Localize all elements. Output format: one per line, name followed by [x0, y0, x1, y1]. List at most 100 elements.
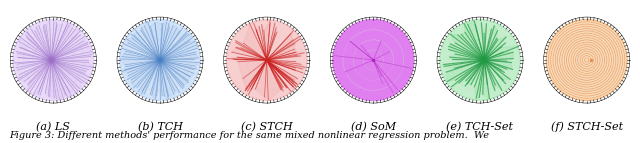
Polygon shape	[245, 60, 267, 91]
Polygon shape	[465, 60, 484, 86]
Polygon shape	[51, 60, 90, 80]
Text: (a) LS: (a) LS	[36, 122, 70, 132]
Circle shape	[546, 20, 627, 101]
Polygon shape	[373, 41, 390, 60]
Polygon shape	[450, 34, 484, 60]
Polygon shape	[150, 60, 160, 100]
Polygon shape	[345, 60, 383, 84]
Text: Figure 3: Different methods' performance for the same mixed nonlinear regression: Figure 3: Different methods' performance…	[10, 131, 490, 140]
Polygon shape	[484, 26, 497, 60]
Circle shape	[440, 20, 520, 101]
Polygon shape	[484, 60, 510, 84]
Polygon shape	[51, 46, 92, 60]
Circle shape	[333, 20, 414, 101]
Polygon shape	[236, 24, 267, 60]
Polygon shape	[449, 44, 484, 60]
Polygon shape	[267, 23, 277, 60]
Polygon shape	[484, 60, 513, 69]
Polygon shape	[18, 60, 51, 82]
Polygon shape	[262, 21, 270, 60]
Circle shape	[333, 20, 414, 101]
Polygon shape	[484, 37, 506, 60]
Polygon shape	[484, 60, 502, 90]
Polygon shape	[484, 60, 507, 73]
Polygon shape	[248, 60, 267, 95]
Polygon shape	[484, 52, 513, 60]
Polygon shape	[131, 30, 160, 60]
Polygon shape	[267, 39, 300, 60]
Polygon shape	[19, 37, 51, 60]
Polygon shape	[51, 60, 93, 69]
Polygon shape	[446, 60, 484, 82]
Polygon shape	[227, 57, 267, 60]
Polygon shape	[160, 22, 170, 60]
Polygon shape	[160, 52, 198, 60]
Text: (f) STCH-Set: (f) STCH-Set	[550, 122, 623, 132]
Polygon shape	[122, 60, 160, 80]
Polygon shape	[267, 60, 305, 69]
Polygon shape	[267, 52, 304, 60]
Text: (c) STCH: (c) STCH	[241, 122, 292, 132]
Polygon shape	[235, 60, 267, 89]
Polygon shape	[120, 59, 160, 70]
Polygon shape	[160, 26, 182, 60]
Polygon shape	[232, 47, 267, 60]
Polygon shape	[267, 60, 298, 85]
Circle shape	[546, 20, 627, 101]
Polygon shape	[51, 22, 63, 60]
Circle shape	[13, 20, 94, 101]
Polygon shape	[51, 60, 86, 91]
Polygon shape	[14, 60, 51, 70]
Polygon shape	[160, 60, 200, 70]
Polygon shape	[26, 32, 51, 60]
Polygon shape	[444, 60, 484, 68]
Polygon shape	[141, 22, 160, 60]
Polygon shape	[122, 48, 160, 60]
Polygon shape	[267, 31, 299, 60]
Polygon shape	[51, 23, 73, 60]
Polygon shape	[160, 31, 192, 60]
Polygon shape	[51, 60, 76, 97]
Polygon shape	[484, 43, 518, 60]
Text: (e) TCH-Set: (e) TCH-Set	[447, 122, 513, 132]
Polygon shape	[138, 60, 160, 94]
Polygon shape	[51, 36, 88, 60]
Text: (d) SoM: (d) SoM	[351, 122, 396, 132]
Polygon shape	[461, 24, 484, 60]
Polygon shape	[267, 60, 303, 73]
Circle shape	[120, 20, 200, 101]
Polygon shape	[31, 26, 51, 60]
Polygon shape	[150, 22, 162, 60]
Polygon shape	[267, 60, 294, 88]
Polygon shape	[16, 51, 51, 60]
Polygon shape	[373, 60, 393, 93]
Circle shape	[226, 20, 307, 101]
Polygon shape	[131, 60, 160, 88]
Polygon shape	[483, 60, 490, 99]
Polygon shape	[28, 60, 51, 92]
Polygon shape	[267, 60, 291, 92]
Polygon shape	[160, 60, 168, 100]
Polygon shape	[373, 60, 412, 90]
Polygon shape	[255, 60, 281, 100]
Polygon shape	[334, 41, 373, 60]
Polygon shape	[160, 41, 197, 60]
Polygon shape	[51, 29, 81, 60]
Polygon shape	[452, 60, 484, 87]
Polygon shape	[33, 60, 51, 95]
Polygon shape	[160, 60, 189, 89]
Polygon shape	[267, 60, 296, 87]
Polygon shape	[160, 60, 180, 97]
Polygon shape	[267, 60, 284, 91]
Polygon shape	[45, 60, 54, 98]
Text: (b) TCH: (b) TCH	[138, 122, 182, 132]
Polygon shape	[468, 21, 484, 60]
Polygon shape	[160, 60, 194, 81]
Polygon shape	[43, 20, 51, 60]
Polygon shape	[481, 23, 486, 60]
Polygon shape	[474, 60, 484, 98]
Polygon shape	[254, 23, 267, 60]
Polygon shape	[350, 41, 373, 60]
Polygon shape	[450, 54, 484, 60]
Polygon shape	[51, 60, 66, 99]
